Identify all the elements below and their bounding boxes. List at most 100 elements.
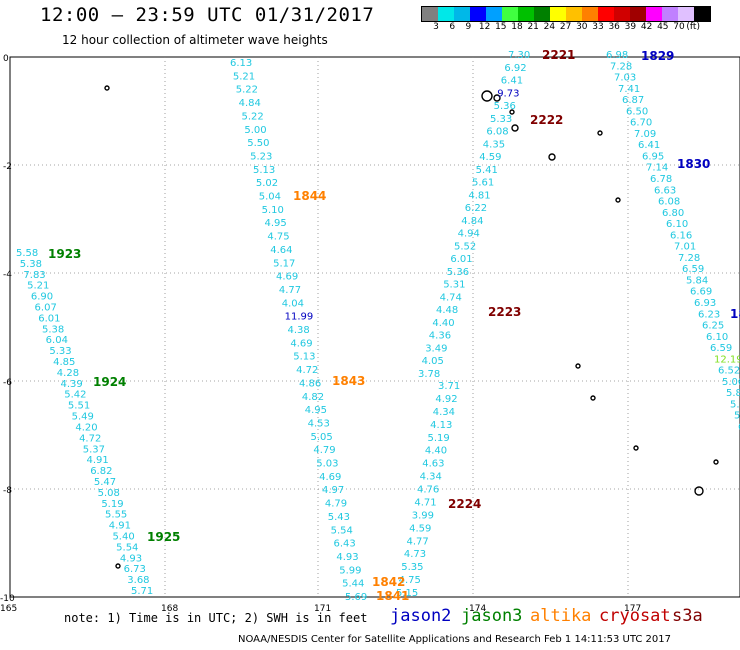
wave-height-value: 6.08 — [486, 127, 508, 138]
wave-height-value: 4.38 — [288, 325, 310, 336]
wave-height-value: 6.59 — [710, 343, 732, 354]
wave-height-value: 4.59 — [409, 523, 431, 534]
color-scale-swatch — [646, 7, 662, 21]
wave-height-value: 4.94 — [458, 229, 480, 240]
wave-height-value: 4.63 — [422, 459, 444, 470]
wave-height-value: 4.81 — [468, 190, 490, 201]
island-outline — [590, 395, 596, 401]
color-scale-swatch — [598, 7, 614, 21]
color-scale-label: 18 — [511, 22, 523, 32]
color-scale-swatch — [438, 7, 454, 21]
wave-height-value: 5.10 — [262, 205, 284, 216]
wave-height-value: 5.42 — [64, 390, 86, 401]
wave-height-value: 4.69 — [319, 472, 341, 483]
wave-height-value: 5.08 — [98, 488, 120, 499]
wave-height-value: 5.84 — [726, 388, 740, 399]
wave-height-value: 5.21 — [27, 281, 49, 292]
wave-height-value: 5.54 — [116, 542, 138, 553]
pass-time-label: 1842 — [372, 575, 405, 589]
wave-height-value: 5.54 — [331, 525, 353, 536]
y-tick-label: -8 — [3, 486, 12, 496]
pass-time-label: 2224 — [448, 497, 481, 511]
wave-height-value: 5.52 — [454, 241, 476, 252]
wave-height-value: 5.00 — [244, 125, 266, 136]
color-scale-bar — [421, 6, 711, 22]
color-scale-label: 36 — [608, 22, 620, 32]
note-text: note: 1) Time is in UTC; 2) SWH is in fe… — [64, 611, 368, 625]
pass-time-label: 18 — [730, 307, 740, 321]
wave-height-value: 5.84 — [686, 275, 708, 286]
wave-height-value: 4.74 — [440, 292, 462, 303]
footer-credit: NOAA/NESDIS Center for Satellite Applica… — [238, 634, 671, 645]
wave-height-value: 5.9 — [734, 411, 740, 422]
x-tick-label: 168 — [161, 604, 178, 614]
wave-height-value: 5.04 — [259, 192, 281, 203]
color-scale-label: 42 — [640, 22, 653, 32]
island-outline — [713, 459, 719, 465]
wave-height-value: 4.39 — [61, 379, 83, 390]
wave-height-value: 5.19 — [101, 499, 123, 510]
color-scale-swatch — [454, 7, 470, 21]
wave-height-value: 4.79 — [313, 445, 335, 456]
wave-height-value: 4.34 — [420, 472, 442, 483]
pass-time-label: 2221 — [542, 48, 575, 62]
wave-height-value: 4.53 — [308, 418, 330, 429]
wave-height-value: 6.10 — [706, 332, 728, 343]
pass-time-label: 1925 — [147, 530, 180, 544]
wave-height-value: 7.01 — [674, 242, 696, 253]
pass-time-label: 1829 — [641, 49, 674, 63]
wave-height-value: 5.21 — [233, 71, 255, 82]
pass-time-label: 1841 — [376, 589, 409, 603]
island-outline — [548, 153, 556, 161]
wave-height-value: 6.78 — [650, 174, 672, 185]
legend-item-altika: altika — [530, 606, 592, 626]
wave-height-value: 5.23 — [250, 151, 272, 162]
wave-height-value: 4.28 — [57, 368, 79, 379]
color-scale-label: 21 — [527, 22, 539, 32]
wave-height-value: 7.30 — [508, 50, 530, 61]
wave-height-value: 7.83 — [23, 270, 45, 281]
wave-height-value: 4.64 — [270, 245, 292, 256]
wave-height-value: 4.84 — [461, 216, 483, 227]
wave-height-value: 6.08 — [658, 197, 680, 208]
wave-height-value: 5.55 — [105, 510, 127, 521]
wave-height-value: 7.28 — [678, 253, 700, 264]
wave-height-value: 6.98 — [606, 50, 628, 61]
color-scale-swatch — [694, 7, 710, 21]
wave-height-value: 5.58 — [16, 248, 38, 259]
wave-height-value: 4.93 — [120, 553, 142, 564]
wave-height-value: 5.33 — [49, 346, 71, 357]
wave-height-value: 4.77 — [279, 285, 301, 296]
wave-height-value: 6.90 — [31, 292, 53, 303]
color-scale-label: 15 — [495, 22, 507, 32]
plot-frame — [9, 56, 740, 598]
x-tick-label: 171 — [314, 604, 331, 614]
y-tick-label: 0 — [3, 54, 9, 64]
wave-height-value: 6.52 — [718, 366, 740, 377]
wave-height-value: 7.41 — [618, 84, 640, 95]
color-scale-label: 33 — [592, 22, 604, 32]
wave-height-value: 4.95 — [265, 218, 287, 229]
island-outline — [104, 85, 110, 91]
color-scale-swatch — [582, 7, 598, 21]
wave-height-value: 5.37 — [83, 444, 105, 455]
wave-height-value: 4.86 — [299, 378, 321, 389]
wave-height-value: 6.25 — [702, 321, 724, 332]
island-outline — [511, 124, 519, 132]
wave-height-value: 5.13 — [253, 165, 275, 176]
wave-height-value: 5.35 — [401, 562, 423, 573]
legend-item-jason3: jason3 — [461, 606, 523, 626]
wave-height-value: 6.59 — [682, 264, 704, 275]
wave-height-value: 5.13 — [293, 352, 315, 363]
wave-height-value: 3.99 — [412, 510, 434, 521]
wave-height-value: 6.82 — [90, 466, 112, 477]
pass-time-label: 2223 — [488, 305, 521, 319]
pass-time-label: 1924 — [93, 375, 126, 389]
island-outline — [115, 563, 121, 569]
pass-time-label: 1923 — [48, 247, 81, 261]
color-scale-label: (ft) — [686, 22, 700, 32]
color-scale-swatch — [678, 7, 694, 21]
wave-height-value: 6.73 — [124, 564, 146, 575]
island-outline — [493, 94, 501, 102]
wave-height-value: 5.03 — [316, 459, 338, 470]
